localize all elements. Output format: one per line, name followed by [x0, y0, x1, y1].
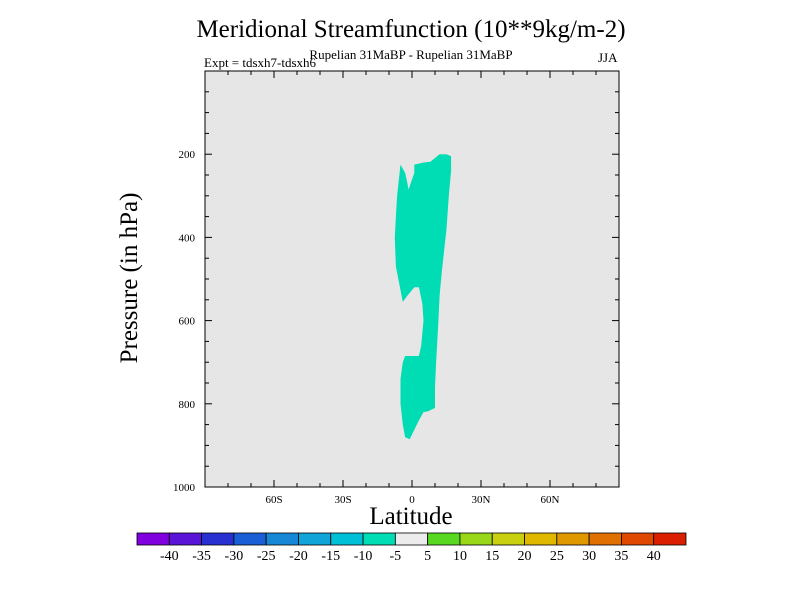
colorbar-label: 35	[614, 549, 628, 564]
colorbar-swatch	[556, 532, 590, 546]
colorbar-swatch	[621, 532, 655, 546]
x-tick-label: 30N	[472, 494, 491, 506]
colorbar-label: -10	[354, 549, 373, 564]
colorbar-swatch	[491, 532, 525, 546]
colorbar-swatch	[394, 532, 429, 546]
colorbar-swatch	[298, 532, 332, 546]
colorbar-label: 30	[582, 549, 596, 564]
y-tick-label: 1000	[173, 482, 196, 494]
colorbar-label: 25	[550, 549, 564, 564]
colorbar-swatch	[330, 532, 364, 546]
colorbar-swatch	[524, 532, 558, 546]
colorbar-label: -15	[321, 549, 340, 564]
y-axis-label: Pressure (in hPa)	[116, 192, 143, 364]
colorbar-label: -30	[225, 549, 244, 564]
experiment-label: Expt = tdsxh7-tdsxh6	[204, 55, 317, 70]
colorbar-swatch	[653, 532, 687, 546]
chart-subtitle: Rupelian 31MaBP - Rupelian 31MaBP	[309, 47, 513, 62]
x-tick-label: 60N	[541, 494, 560, 506]
colorbar-swatch	[201, 532, 235, 546]
colorbar-label: 40	[647, 549, 661, 564]
colorbar-swatch	[168, 532, 202, 546]
y-tick-label: 800	[179, 399, 196, 411]
colorbar-label: 20	[518, 549, 532, 564]
y-tick-label: 600	[179, 316, 196, 328]
colorbar-swatch	[427, 532, 461, 546]
colorbar-label: -5	[390, 549, 402, 564]
colorbar-swatch	[362, 532, 396, 546]
colorbar-swatch	[459, 532, 493, 546]
colorbar-label: -35	[192, 549, 211, 564]
colorbar-swatch	[136, 532, 170, 546]
x-tick-label: 0	[409, 494, 415, 506]
contour-region	[394, 154, 452, 440]
colorbar-label: -20	[289, 549, 308, 564]
colorbar-label: -40	[160, 549, 179, 564]
colorbar-label: 10	[453, 549, 467, 564]
x-tick-label: 60S	[265, 494, 282, 506]
y-tick-label: 200	[179, 149, 196, 161]
chart-title: Meridional Streamfunction (10**9kg/m-2)	[196, 16, 626, 43]
colorbar-swatch	[588, 532, 622, 546]
y-tick-label: 400	[179, 232, 196, 244]
colorbar-swatch	[233, 532, 267, 546]
axis-tick-labels: 60S 30S 0 30N 60N 200 400 600 800 1000	[173, 149, 560, 506]
season-label: JJA	[598, 50, 618, 65]
x-axis-label: Latitude	[369, 503, 453, 530]
colorbar-label: -25	[257, 549, 276, 564]
colorbar-label: 5	[424, 549, 431, 564]
plot-frame	[204, 70, 620, 488]
colorbar: -40 -35 -30 -25 -20 -15 -10 -5 5 10 15 20 25 30 35 40	[136, 532, 687, 564]
colorbar-label: 15	[485, 549, 499, 564]
x-tick-label: 30S	[334, 494, 351, 506]
colorbar-swatch	[265, 532, 299, 546]
